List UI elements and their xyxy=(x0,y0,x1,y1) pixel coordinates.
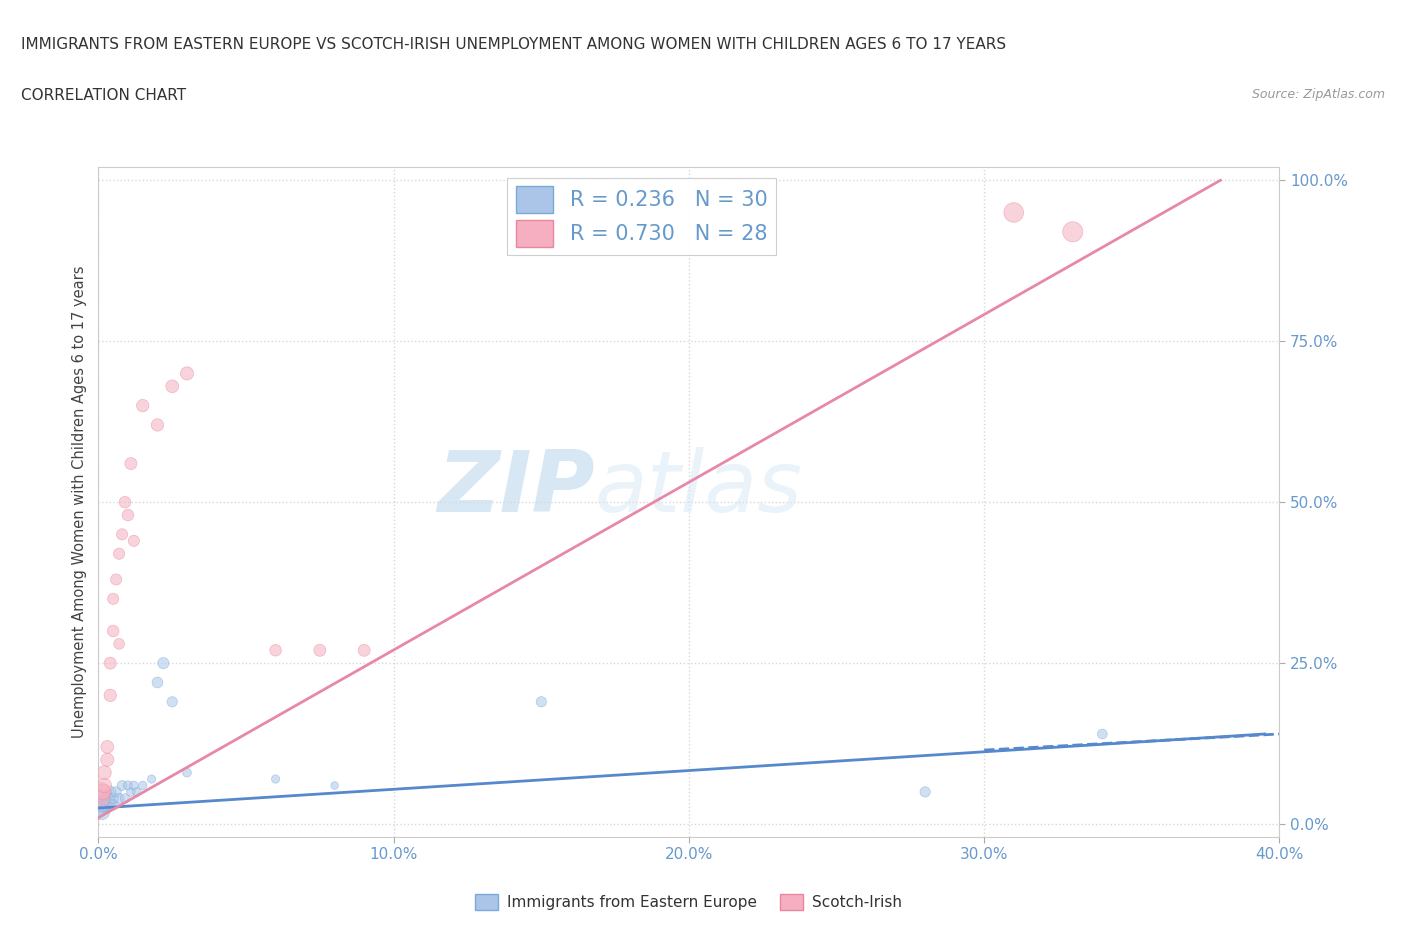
Point xyxy=(117,508,139,523)
Point xyxy=(117,778,139,793)
Text: atlas: atlas xyxy=(595,447,803,530)
Point xyxy=(96,739,118,754)
Point xyxy=(914,785,936,800)
Text: ZIP: ZIP xyxy=(437,447,595,530)
Y-axis label: Unemployment Among Women with Children Ages 6 to 17 years: Unemployment Among Women with Children A… xyxy=(72,266,87,738)
Point xyxy=(111,527,134,542)
Point xyxy=(98,785,121,800)
Text: CORRELATION CHART: CORRELATION CHART xyxy=(21,88,186,103)
Point xyxy=(96,797,118,812)
Point xyxy=(152,656,174,671)
Point xyxy=(323,778,346,793)
Point xyxy=(146,418,169,432)
Point xyxy=(132,778,155,793)
Point xyxy=(108,790,131,805)
Point xyxy=(176,765,198,780)
Point xyxy=(141,772,163,787)
Point xyxy=(91,797,114,812)
Point xyxy=(98,656,121,671)
Point xyxy=(1002,205,1025,219)
Point xyxy=(114,495,136,510)
Point xyxy=(122,534,145,549)
Point xyxy=(105,785,128,800)
Point xyxy=(90,790,112,805)
Point xyxy=(91,785,114,800)
Point xyxy=(108,546,131,561)
Point xyxy=(1091,726,1114,741)
Point xyxy=(309,643,332,658)
Point xyxy=(108,636,131,651)
Point xyxy=(530,695,553,710)
Text: Source: ZipAtlas.com: Source: ZipAtlas.com xyxy=(1251,88,1385,101)
Point xyxy=(105,572,128,587)
Point xyxy=(1062,224,1084,239)
Text: IMMIGRANTS FROM EASTERN EUROPE VS SCOTCH-IRISH UNEMPLOYMENT AMONG WOMEN WITH CHI: IMMIGRANTS FROM EASTERN EUROPE VS SCOTCH… xyxy=(21,37,1007,52)
Point xyxy=(96,752,118,767)
Point xyxy=(353,643,375,658)
Point xyxy=(103,623,125,638)
Point xyxy=(103,591,125,606)
Point xyxy=(111,778,134,793)
Point xyxy=(103,790,125,805)
Point xyxy=(90,797,112,812)
Point xyxy=(264,643,287,658)
Point xyxy=(98,688,121,703)
Point xyxy=(125,785,148,800)
Point xyxy=(120,785,142,800)
Point xyxy=(162,695,183,710)
Point xyxy=(90,804,112,818)
Point xyxy=(120,456,142,471)
Point xyxy=(98,797,121,812)
Point xyxy=(103,797,125,812)
Point xyxy=(146,675,169,690)
Point xyxy=(93,778,115,793)
Point xyxy=(162,379,183,393)
Point xyxy=(114,790,136,805)
Point xyxy=(90,785,112,800)
Point xyxy=(132,398,155,413)
Point xyxy=(122,778,145,793)
Point xyxy=(96,790,118,805)
Point xyxy=(93,790,115,805)
Point xyxy=(176,366,198,381)
Point xyxy=(93,797,115,812)
Point xyxy=(93,765,115,780)
Legend: Immigrants from Eastern Europe, Scotch-Irish: Immigrants from Eastern Europe, Scotch-I… xyxy=(470,888,908,916)
Point xyxy=(264,772,287,787)
